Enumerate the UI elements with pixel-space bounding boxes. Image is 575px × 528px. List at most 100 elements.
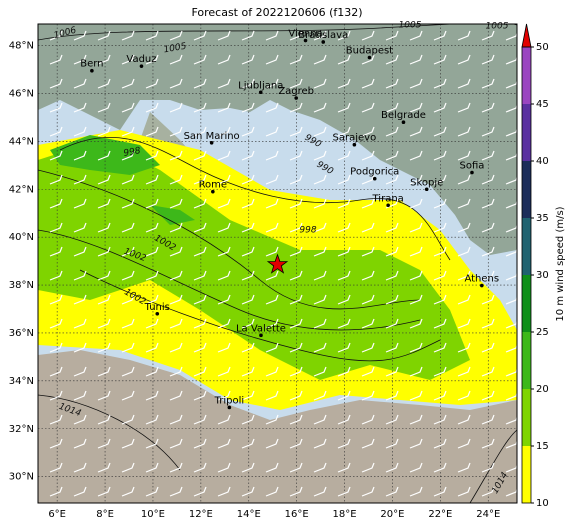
wind-barb: [481, 366, 495, 377]
wind-barb: [433, 102, 447, 113]
wind-barb: [169, 174, 183, 185]
colorbar-segment: [522, 332, 531, 389]
wind-barb: [361, 78, 375, 89]
wind-barb: [433, 342, 447, 353]
wind-barb: [337, 30, 351, 41]
wind-barb: [361, 438, 375, 449]
city-label: Rome: [199, 180, 228, 191]
colorbar-extend: [521, 23, 532, 48]
wind-barb: [145, 174, 159, 185]
wind-barb: [433, 270, 447, 281]
wind-barb: [481, 222, 495, 233]
wind-barb: [265, 390, 279, 401]
wind-barb: [457, 30, 471, 41]
wind-barb: [121, 78, 135, 89]
wind-barb: [361, 126, 375, 137]
wind-barb: [457, 102, 471, 113]
wind-barb: [73, 366, 87, 377]
wind-barb: [457, 246, 471, 257]
wind-barb: [265, 366, 279, 377]
wind-barb: [361, 54, 375, 65]
wind-barb: [49, 30, 63, 41]
wind-barb: [265, 318, 279, 329]
wind-barb: [457, 294, 471, 305]
wind-barb: [241, 390, 255, 401]
wind-barb: [457, 222, 471, 233]
wind-barb: [49, 54, 63, 65]
city-dot: [479, 283, 484, 288]
y-tick-label: 36°N: [9, 328, 34, 339]
wind-barb: [481, 198, 495, 209]
wind-barb: [73, 270, 87, 281]
wind-barb: [433, 54, 447, 65]
wind-barb: [217, 342, 231, 353]
wind-barb: [241, 270, 255, 281]
wind-barb: [193, 222, 207, 233]
wind-barb: [121, 462, 135, 473]
wind-barb: [97, 102, 111, 113]
city-dot: [401, 120, 406, 124]
wind-barb: [265, 198, 279, 209]
wind-barb: [193, 102, 207, 113]
wind-barb: [169, 222, 183, 233]
wind-barb: [265, 486, 279, 497]
wind-barb: [217, 438, 231, 449]
wind-barb: [145, 486, 159, 497]
wind-barb: [313, 246, 327, 257]
wind-barb: [409, 462, 423, 473]
wind-barb: [337, 102, 351, 113]
wind-barb: [457, 78, 471, 89]
wind-barb: [169, 150, 183, 161]
wind-barb: [169, 318, 183, 329]
wind-barb: [457, 486, 471, 497]
wind-barb: [73, 102, 87, 113]
wind-barb: [313, 294, 327, 305]
city-label: Tunis: [144, 302, 170, 313]
wind-barb: [361, 366, 375, 377]
colorbar-segment: [522, 47, 531, 104]
wind-barb: [385, 270, 399, 281]
wind-barb: [97, 78, 111, 89]
wind-barb: [73, 462, 87, 473]
colorbar-label: 10 m wind speed (m/s): [555, 206, 566, 321]
wind-barb: [145, 318, 159, 329]
wind-barb: [385, 462, 399, 473]
wind-barb: [73, 222, 87, 233]
city-dot: [211, 189, 215, 194]
wind-barb: [385, 414, 399, 425]
wind-barb: [169, 414, 183, 425]
title: Forecast of 2022120606 (f132): [191, 6, 362, 19]
wind-barb: [49, 438, 63, 449]
wind-barb: [73, 318, 87, 329]
wind-barb: [145, 342, 159, 353]
wind-barb: [73, 414, 87, 425]
wind-barb: [289, 246, 303, 257]
colorbar-segment: [522, 218, 531, 275]
city-label: Athens: [464, 274, 499, 285]
wind-barb: [481, 78, 495, 89]
wind-barb: [457, 342, 471, 353]
wind-barb: [193, 30, 207, 41]
wind-barb: [289, 102, 303, 113]
wind-barb: [217, 174, 231, 185]
wind-barb: [289, 390, 303, 401]
wind-barb: [241, 246, 255, 257]
wind-barb: [97, 390, 111, 401]
wind-barb: [313, 438, 327, 449]
wind-barb: [409, 198, 423, 209]
city-dot: [470, 170, 474, 175]
wind-barb: [145, 462, 159, 473]
wind-barb: [49, 246, 63, 257]
wind-barb: [313, 486, 327, 497]
wind-barb: [193, 414, 207, 425]
wind-barb: [217, 54, 231, 65]
wind-barb: [481, 414, 495, 425]
wind-barb: [97, 198, 111, 209]
wind-barb: [481, 318, 495, 329]
wind-barb: [337, 78, 351, 89]
wind-barb: [217, 198, 231, 209]
wind-barb: [217, 102, 231, 113]
wind-barb: [169, 30, 183, 41]
wind-barb: [385, 342, 399, 353]
colorbar-segment: [522, 275, 531, 332]
